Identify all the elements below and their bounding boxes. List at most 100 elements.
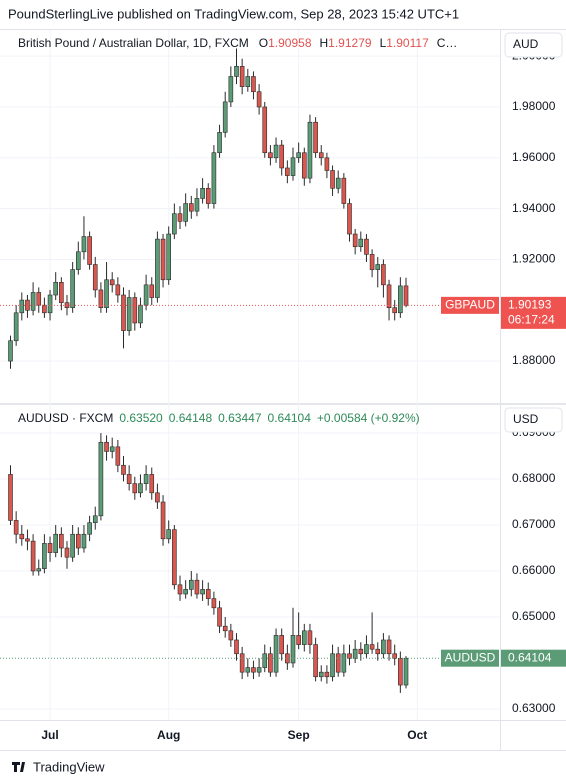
y-tick-label: 1.96000 (512, 150, 556, 164)
candle-body (381, 639, 386, 655)
candle-body (98, 441, 104, 517)
legend: AUDUSD · FXCM 0.63520 0.64148 0.63447 0.6410… (18, 411, 420, 425)
candle-body (403, 285, 409, 306)
candle-body (211, 598, 217, 609)
candle-body (222, 101, 228, 133)
candle-body (392, 307, 398, 314)
y-tick-label: 0.65000 (512, 609, 556, 623)
candle-body (307, 121, 313, 179)
legend-title: British Pound / Australian Dollar, 1D, F… (18, 36, 249, 50)
candle-body (59, 282, 64, 303)
candle-body (155, 238, 160, 298)
candle-body (87, 236, 92, 265)
candle-body (369, 644, 375, 650)
candle-body (143, 474, 149, 484)
candle-body (87, 522, 92, 535)
candle-body (70, 533, 75, 558)
candle-body (211, 152, 217, 204)
candle-body (47, 543, 53, 553)
candle-body (53, 282, 59, 296)
legend-value: 1.90958 (268, 36, 312, 50)
price-label: 1.90193 (508, 298, 552, 312)
candle-body (251, 667, 256, 673)
candle-body (36, 292, 42, 306)
candle-body (47, 294, 53, 314)
candle-body (364, 238, 369, 255)
candle-body (81, 533, 87, 549)
candle-body (369, 254, 375, 270)
candle-body (132, 483, 138, 494)
candle-body (138, 304, 143, 324)
candle-body (132, 297, 138, 324)
legend-value: 1.90117 (386, 36, 429, 50)
symbol-label: AUDUSD (445, 650, 496, 664)
candle-body (126, 297, 132, 331)
candle-body (358, 238, 364, 248)
candle-body (290, 157, 296, 176)
candle-body (228, 630, 234, 641)
candle-body (335, 177, 341, 189)
candle-body (234, 66, 239, 77)
candle-body (81, 236, 87, 253)
candle-body (290, 635, 296, 664)
legend-value: 0.64148 (169, 411, 213, 425)
candle-body (115, 446, 121, 466)
candle-body (285, 167, 290, 176)
legend-label: O (259, 36, 268, 50)
y-tick-label: 0.68000 (512, 471, 556, 485)
candle-body (126, 474, 132, 484)
candle-body (70, 269, 75, 309)
candle-body (222, 625, 228, 632)
candle-body (98, 289, 104, 309)
symbol-label-box (441, 649, 499, 667)
candle-body (155, 492, 160, 503)
candle-body (273, 144, 279, 159)
candle-body (217, 607, 222, 627)
candle-body (268, 653, 273, 673)
candle-body (330, 170, 335, 189)
currency-label: USD (513, 412, 539, 426)
candle-body (166, 529, 171, 540)
symbol-label: GBPAUD (445, 298, 495, 312)
candle-body (273, 635, 279, 673)
candle-body (8, 474, 13, 521)
logo-mark (12, 762, 25, 772)
countdown-label: 06:17:24 (508, 313, 555, 327)
x-tick-label: Aug (157, 728, 180, 742)
candle-body (30, 540, 36, 572)
candle-body (262, 653, 268, 668)
candle-body (392, 653, 398, 659)
candle-body (194, 198, 200, 212)
y-tick-label: 1.94000 (512, 201, 556, 215)
legend-value: 0.63520 (119, 411, 163, 425)
candle-body (104, 441, 109, 452)
currency-label: AUD (513, 37, 539, 51)
price-label-box (501, 296, 566, 329)
y-tick-label: 1.98000 (512, 99, 556, 113)
candle-body (177, 213, 183, 222)
candle-body (279, 635, 285, 655)
candle-body (301, 152, 307, 179)
candle-body (375, 648, 381, 655)
candle-body (403, 657, 409, 686)
x-tick-label: Oct (407, 728, 427, 742)
candle-body (92, 264, 98, 291)
legend-label: H (320, 36, 329, 50)
candle-body (245, 76, 251, 87)
y-tick-label: 0.66000 (512, 563, 556, 577)
candle-body (352, 233, 358, 248)
price-label: 0.64104 (508, 650, 552, 664)
candle-body (149, 474, 155, 494)
candle-body (200, 589, 205, 595)
candle-body (256, 667, 262, 673)
legend-value: +0.00584 (+0.92%) (317, 411, 420, 425)
candle-body (19, 533, 25, 540)
candle-body (149, 284, 155, 298)
candle-body (104, 279, 109, 309)
candle-body (183, 203, 188, 222)
candle-body (217, 132, 222, 154)
candle-body (386, 284, 392, 309)
candle-body (307, 630, 313, 645)
candle-body (143, 284, 149, 306)
